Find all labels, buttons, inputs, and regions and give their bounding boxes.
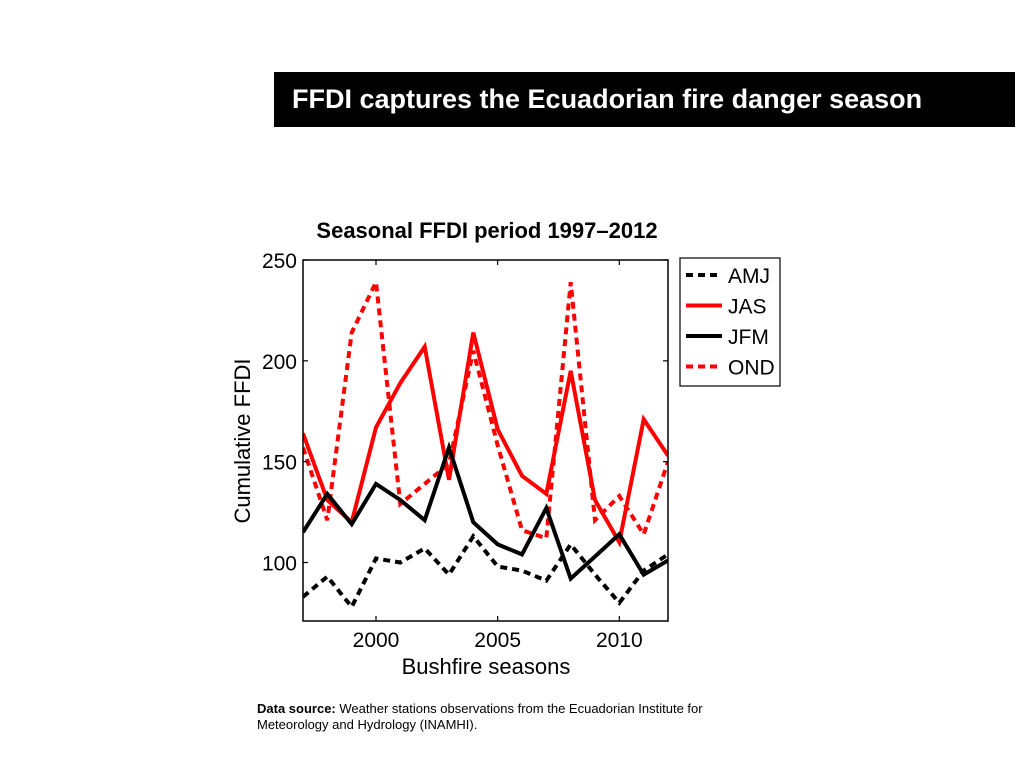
data-source-text: Weather stations observations from the E… <box>257 701 703 732</box>
legend-label-jas: JAS <box>728 296 767 319</box>
x-axis-label: Bushfire seasons <box>402 654 571 679</box>
legend-box <box>679 257 781 387</box>
y-tick-label: 250 <box>262 250 297 273</box>
legend-label-ond: OND <box>728 357 775 380</box>
y-tick-label: 150 <box>262 452 297 475</box>
series-line-amj <box>303 532 668 611</box>
y-axis-label: Cumulative FFDI <box>230 358 255 523</box>
series-line-ond <box>303 275 668 541</box>
x-tick-label: 2010 <box>596 629 643 652</box>
series-line-jas <box>303 332 668 548</box>
data-source-note: Data source: Weather stations observatio… <box>257 701 737 733</box>
plot-frame <box>302 259 669 622</box>
x-tick-label: 2000 <box>353 629 400 652</box>
legend: AMJ JAS JFM OND <box>679 257 781 387</box>
chart-title: Seasonal FFDI period 1997–2012 <box>316 218 657 243</box>
legend-label-jfm: JFM <box>728 326 769 349</box>
series-line-jfm <box>303 441 668 583</box>
slide-title: FFDI captures the Ecuadorian fire danger… <box>274 72 1015 127</box>
legend-label-amj: AMJ <box>728 265 770 288</box>
y-tick-label: 200 <box>262 351 297 374</box>
x-tick-label: 2005 <box>474 629 521 652</box>
data-source-label: Data source: <box>257 701 336 716</box>
y-tick-label: 100 <box>262 553 297 576</box>
